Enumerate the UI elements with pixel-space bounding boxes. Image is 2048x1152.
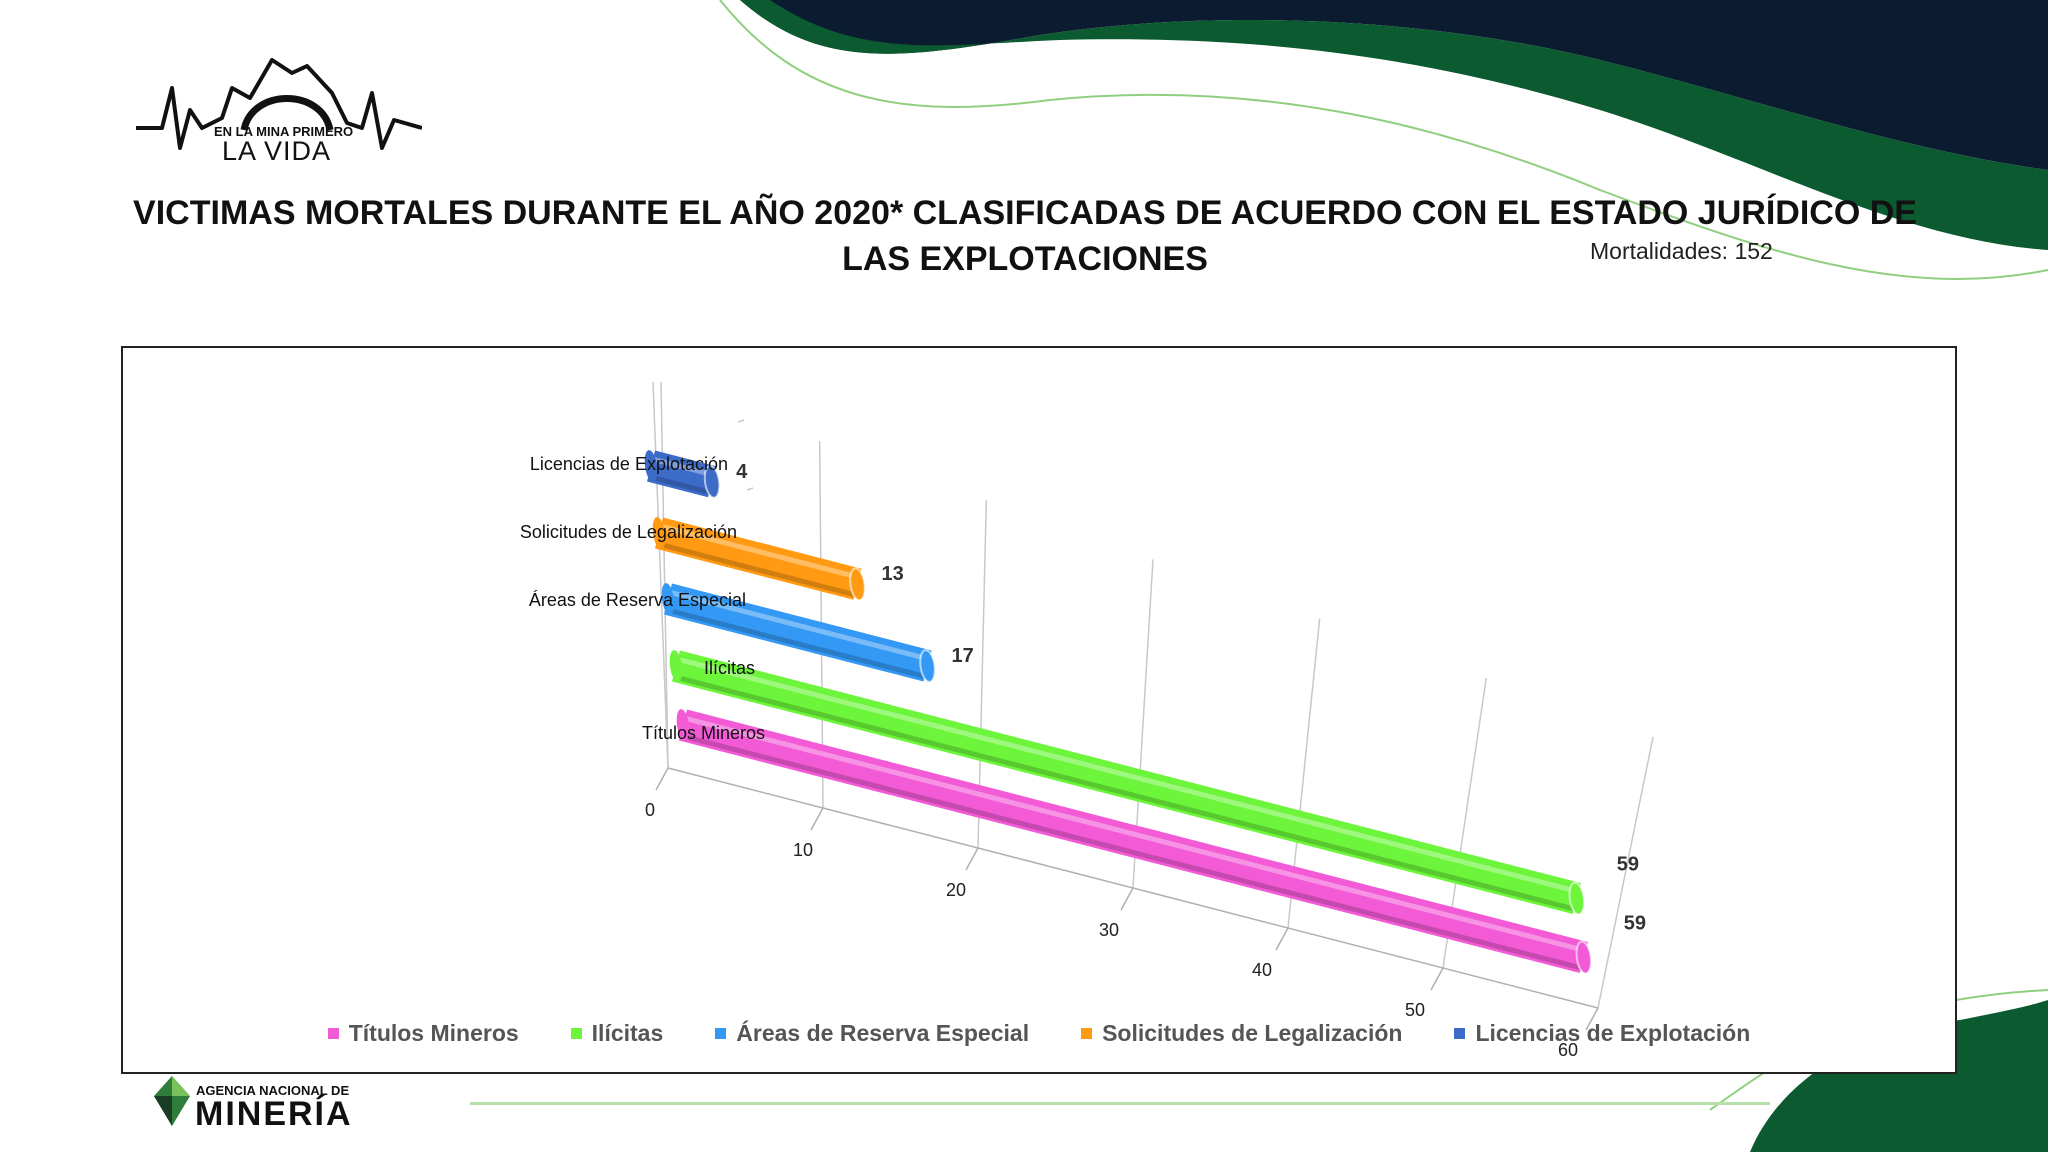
bar-end-cap xyxy=(849,567,866,602)
data-label: 17 xyxy=(952,645,974,667)
legend-swatch xyxy=(570,1028,582,1039)
legend-item: Licencias de Explotación xyxy=(1454,1020,1750,1047)
legend-item: Ilícitas xyxy=(570,1020,664,1047)
page-title: VICTIMAS MORTALES DURANTE EL AÑO 2020* C… xyxy=(133,194,1917,278)
bar-body xyxy=(679,709,1588,973)
bar-body xyxy=(672,650,1581,914)
data-label: 59 xyxy=(1617,853,1639,875)
footer-line xyxy=(470,1102,1770,1105)
legend-label: Ilícitas xyxy=(591,1020,664,1046)
logo-slogan-line1: EN LA MINA PRIMERO xyxy=(214,124,354,139)
category-label: Solicitudes de Legalización xyxy=(520,522,737,542)
bar-end-cap xyxy=(1575,940,1593,975)
bar-body xyxy=(647,450,717,498)
x-axis-line xyxy=(667,767,1599,1009)
category-label: Títulos Mineros xyxy=(642,723,765,743)
category-label: Licencias de Explotación xyxy=(530,454,728,474)
y-tick xyxy=(746,487,754,491)
y-axis-line xyxy=(660,381,669,769)
axis-tick xyxy=(1120,887,1134,911)
grid-line xyxy=(652,381,669,769)
axis-tick xyxy=(1430,967,1444,991)
axis-tick xyxy=(1585,1007,1599,1031)
legend-swatch xyxy=(327,1028,339,1039)
axis-tick xyxy=(965,847,979,871)
agency-diamond-logo xyxy=(154,1076,190,1126)
legend-swatch xyxy=(1081,1028,1093,1039)
bar-end-cap xyxy=(703,464,721,499)
axis-tick xyxy=(1275,927,1289,951)
grid-line xyxy=(1597,736,1654,1009)
axis-tick xyxy=(655,767,669,791)
bar-highlight xyxy=(650,456,713,477)
logo-slogan-line2: LA VIDA xyxy=(222,136,332,166)
legend-swatch xyxy=(1454,1028,1466,1039)
x-tick-label: 60 xyxy=(1558,1040,1578,1060)
bar-start-cap xyxy=(652,517,666,549)
legend-swatch xyxy=(715,1028,727,1039)
bar-shadow xyxy=(650,474,713,496)
bar-shadow xyxy=(667,607,929,680)
category-label: Ilícitas xyxy=(704,658,755,678)
legend-label: Títulos Mineros xyxy=(348,1020,519,1046)
x-tick-label: 50 xyxy=(1405,1000,1425,1020)
bar-shadow xyxy=(658,541,859,598)
y-tick xyxy=(737,419,745,423)
legend-item: Títulos Mineros xyxy=(327,1020,519,1047)
bar-shadow xyxy=(682,733,1585,972)
legend-item: Áreas de Reserva Especial xyxy=(715,1020,1029,1047)
heartbeat-mountain-logo xyxy=(136,58,422,150)
category-label: Áreas de Reserva Especial xyxy=(529,590,746,610)
bottom-right-wave xyxy=(1750,1000,2048,1152)
bar-start-cap xyxy=(676,709,690,741)
chart-legend: Títulos Mineros Ilícitas Áreas de Reserva … xyxy=(123,1020,1955,1047)
legend-item: Solicitudes de Legalización xyxy=(1081,1020,1402,1047)
bar-shadow xyxy=(675,674,1578,913)
x-tick-label: 40 xyxy=(1252,960,1272,980)
x-tick-label: 20 xyxy=(946,880,966,900)
agency-name-line2: MINERÍA xyxy=(195,1095,353,1133)
x-tick-label: 10 xyxy=(793,840,813,860)
bar-highlight xyxy=(682,715,1585,953)
legend-label: Áreas de Reserva Especial xyxy=(736,1020,1030,1046)
bar-highlight xyxy=(667,589,929,662)
bar-body xyxy=(655,517,862,600)
top-right-thin-line xyxy=(719,0,2048,280)
top-right-wave-navy xyxy=(740,0,2048,170)
bar-highlight xyxy=(675,656,1578,894)
data-label: 4 xyxy=(736,461,748,483)
data-label: 13 xyxy=(881,563,903,585)
bar-start-cap xyxy=(661,583,675,615)
agency-name-line1: AGENCIA NACIONAL DE xyxy=(196,1083,350,1098)
legend-label: Licencias de Explotación xyxy=(1475,1020,1751,1046)
mortalities-count: Mortalidades: 152 xyxy=(1590,238,1773,264)
bar-start-cap xyxy=(669,650,683,682)
bar-chart: 0 10 20 30 40 50 60 59 Títulos Mineros 59 Ilícitas… xyxy=(520,381,1654,1060)
chart-frame: 0 10 20 30 40 50 60 59 Títulos Mineros 59 Ilícitas… xyxy=(121,346,1957,1074)
axis-tick xyxy=(810,807,824,831)
x-tick-label: 30 xyxy=(1099,920,1119,940)
bar-start-cap xyxy=(644,450,658,482)
bar-body xyxy=(664,583,932,682)
legend-label: Solicitudes de Legalización xyxy=(1102,1020,1403,1046)
bar-end-cap xyxy=(1568,881,1586,916)
data-label: 59 xyxy=(1624,912,1646,934)
bar-highlight xyxy=(658,523,859,580)
bar-end-cap xyxy=(919,649,936,683)
top-right-wave-green xyxy=(740,0,2048,250)
x-tick-label: 0 xyxy=(645,800,655,820)
